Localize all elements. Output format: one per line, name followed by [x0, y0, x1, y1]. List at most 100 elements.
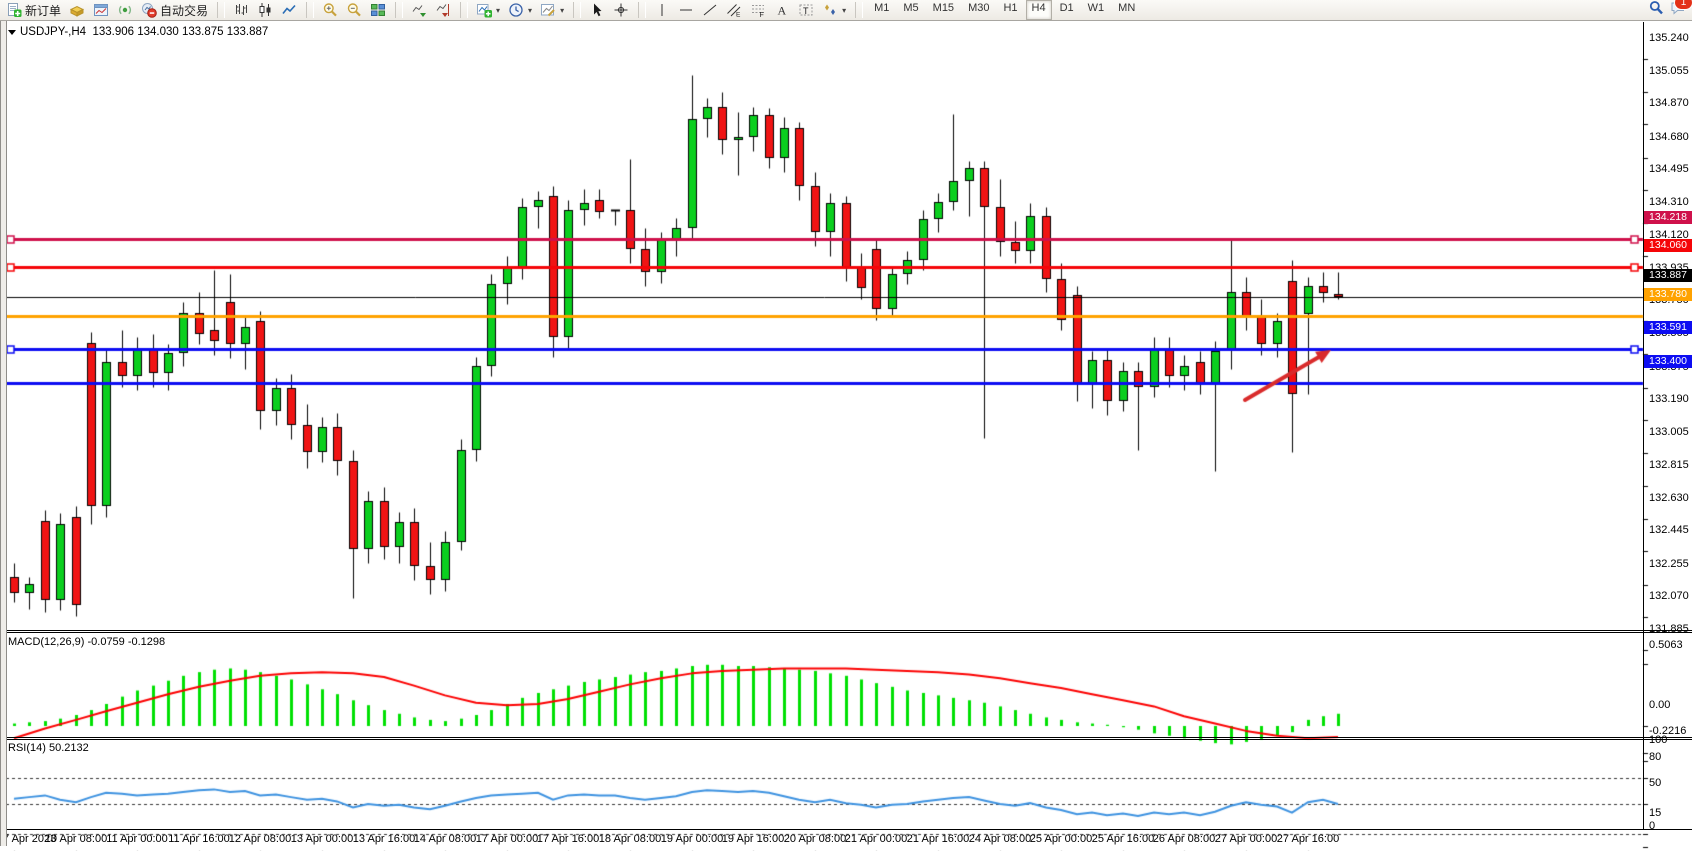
ohlc-values: 133.906 134.030 133.875 133.887	[92, 26, 269, 38]
candlestick-button[interactable]	[253, 0, 277, 20]
timeframe-mn[interactable]: MN	[1118, 2, 1136, 14]
zoom-out-icon	[346, 2, 362, 18]
chevron-down-icon: ▾	[560, 5, 565, 15]
arrows-button[interactable]: ▾	[818, 0, 850, 20]
timeframe-d1[interactable]: D1	[1059, 2, 1074, 14]
cursor-button[interactable]	[585, 0, 609, 20]
macd-current-values: -0.0759 -0.1298	[87, 636, 166, 648]
toolbar-separator	[395, 2, 404, 18]
indicators-button[interactable]: ▾	[472, 0, 504, 20]
label-button[interactable]: T	[794, 0, 818, 20]
toolbar-group-drawing: E F A T ▾	[648, 0, 852, 20]
toolbar-group-pointer	[583, 0, 635, 20]
crosshair-button[interactable]	[609, 0, 633, 20]
label-icon: T	[798, 2, 814, 18]
channel-button[interactable]: E	[722, 0, 746, 20]
arrows-icon	[822, 2, 838, 18]
svg-text:F: F	[760, 12, 764, 18]
gold-cube-icon	[69, 2, 85, 18]
trendline-icon	[702, 2, 718, 18]
panel-divider[interactable]	[0, 632, 1692, 633]
toolbar-group-zoom	[316, 0, 392, 20]
periods-icon	[508, 2, 524, 18]
svg-text:E: E	[736, 12, 741, 19]
line-chart-button[interactable]	[277, 0, 301, 20]
vertical-line-button[interactable]	[650, 0, 674, 20]
auto-scroll-button[interactable]	[407, 0, 431, 20]
panel-divider[interactable]	[0, 737, 1692, 738]
tile-windows-icon	[370, 2, 386, 18]
horizontal-line-button[interactable]	[674, 0, 698, 20]
hline-icon	[678, 2, 694, 18]
line-chart-icon	[281, 2, 297, 18]
chevron-down-icon: ▾	[496, 5, 501, 15]
bar-chart-icon	[233, 2, 249, 18]
tile-windows-button[interactable]	[366, 0, 390, 20]
toolbar-separator	[306, 2, 315, 18]
svg-text:T: T	[803, 6, 809, 16]
timeframe-group: M1 M5 M15 M30 H1 H4 D1 W1 MN	[865, 0, 1144, 20]
macd-panel-title: MACD(12,26,9) -0.0759 -0.1298	[8, 636, 165, 648]
auto-trading-button[interactable]: 自动交易	[137, 0, 212, 20]
signal-icon	[117, 2, 133, 18]
notifications-button[interactable]: 1	[1670, 0, 1692, 21]
market-watch-button[interactable]	[65, 0, 89, 20]
trendline-button[interactable]	[698, 0, 722, 20]
chart-shift-button[interactable]	[431, 0, 455, 20]
chart-shift-icon	[435, 2, 451, 18]
chart-canvas[interactable]	[0, 21, 1692, 851]
fibonacci-icon: F	[750, 2, 766, 18]
window-splitter[interactable]	[0, 21, 7, 846]
text-button[interactable]: A	[770, 0, 794, 20]
toolbar-group-dropdowns: ▾ ▾ ▾	[470, 0, 570, 20]
rsi-panel-title: RSI(14) 50.2132	[8, 742, 89, 754]
chart-window	[0, 21, 1692, 851]
bar-chart-button[interactable]	[229, 0, 253, 20]
timeframe-h4[interactable]: H4	[1025, 0, 1052, 20]
new-order-icon	[6, 2, 22, 18]
toolbar-separator	[460, 2, 469, 18]
search-icon	[1648, 0, 1664, 16]
auto-trading-button-label: 自动交易	[160, 3, 209, 18]
channel-icon: E	[726, 2, 742, 18]
text-icon: A	[774, 2, 790, 18]
zoom-in-button[interactable]	[318, 0, 342, 20]
charts-button[interactable]	[89, 0, 113, 20]
chart-title: USDJPY-,H4 133.906 134.030 133.875 133.8…	[8, 26, 268, 38]
timeframe-h1[interactable]: H1	[1003, 2, 1018, 14]
chevron-down-icon: ▾	[842, 5, 847, 15]
fibonacci-button[interactable]: F	[746, 0, 770, 20]
macd-label: MACD(12,26,9)	[8, 636, 85, 648]
signals-button[interactable]	[113, 0, 137, 20]
toolbar-group-trade: 新订单 自动交易	[0, 0, 214, 20]
symbol-dropdown-icon[interactable]	[8, 30, 16, 35]
rsi-label: RSI(14)	[8, 742, 46, 754]
new-order-button[interactable]: 新订单	[2, 0, 65, 20]
zoom-out-button[interactable]	[342, 0, 366, 20]
autotrade-icon	[141, 2, 157, 18]
svg-text:A: A	[778, 4, 787, 18]
symbol-period-label: USDJPY-,H4	[20, 26, 87, 38]
toolbar-right: 1	[1648, 0, 1692, 21]
toolbar-separator	[573, 2, 582, 18]
rsi-current-value: 50.2132	[48, 742, 89, 754]
timeframe-m30[interactable]: M30	[968, 2, 990, 14]
search-button[interactable]	[1648, 0, 1664, 21]
periods-button[interactable]: ▾	[504, 0, 536, 20]
timeframe-m1[interactable]: M1	[874, 2, 890, 14]
chevron-down-icon: ▾	[528, 5, 533, 15]
toolbar-separator	[638, 2, 647, 18]
panel-divider[interactable]	[0, 739, 1692, 740]
panel-divider[interactable]	[0, 630, 1692, 631]
zoom-in-icon	[322, 2, 338, 18]
toolbar-group-scroll	[405, 0, 457, 20]
auto-scroll-icon	[411, 2, 427, 18]
templates-button[interactable]: ▾	[536, 0, 568, 20]
notification-badge: 1	[1674, 0, 1692, 10]
timeframe-m15[interactable]: M15	[932, 2, 955, 14]
timeframe-w1[interactable]: W1	[1087, 2, 1105, 14]
timeframe-m5[interactable]: M5	[903, 2, 919, 14]
candlestick-icon	[257, 2, 273, 18]
main-toolbar: 新订单 自动交易 ▾ ▾ ▾ E F A T ▾ M1 M5 M15 M30 H1 H4 D1 W1 MN 1	[0, 0, 1692, 21]
